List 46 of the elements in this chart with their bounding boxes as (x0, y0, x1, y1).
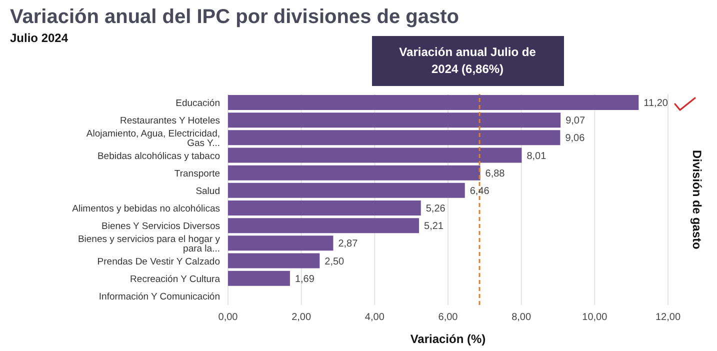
bar (228, 218, 420, 234)
x-tick-label: 10,00 (582, 312, 608, 324)
y-tick-label: Alojamiento, Agua, Electricidad, Gas Y... (86, 128, 220, 150)
y-axis-title: División de gasto (690, 150, 704, 250)
y-tick-label: Prendas De Vestir Y Calzado (97, 256, 220, 268)
x-tick-label: 0,00 (218, 312, 238, 324)
bar (228, 165, 480, 180)
y-tick-label: Salud (196, 186, 220, 198)
bar (228, 270, 290, 286)
data-label: 8,01 (526, 150, 547, 162)
data-label: 2,50 (324, 256, 345, 268)
data-label: 9,07 (566, 116, 586, 127)
y-tick-label: Información Y Comunicación (98, 292, 220, 303)
bar (228, 236, 334, 251)
x-tick-label: 4,00 (364, 312, 385, 324)
bar (228, 148, 522, 163)
text: Julio 2024 (10, 31, 68, 45)
ref-line-label: Variación anual Julio de 2024 (6,86%) (372, 36, 564, 86)
data-label: 6,46 (470, 186, 490, 197)
bar (228, 200, 421, 216)
y-tick-label: Transporte (174, 168, 220, 180)
y-tick-label: Restaurantes Y Hoteles (120, 116, 220, 127)
x-tick-label: 6,00 (438, 312, 458, 324)
data-label: 11,20 (644, 98, 668, 110)
bar (228, 130, 560, 146)
bar (228, 112, 561, 128)
data-label: 5,21 (424, 221, 444, 232)
y-tick-label: Bienes y servicios para el hogar y para la... (78, 234, 220, 255)
y-tick-label: Recreación Y Cultura (130, 274, 221, 285)
bar (228, 253, 320, 268)
data-label: 6,88 (485, 168, 506, 180)
y-tick-label: Bebidas alcohólicas y tabaco (97, 150, 220, 162)
bar (228, 95, 639, 110)
x-tick-label: 2,00 (292, 312, 312, 324)
chart-title: Variación anual del IPC por divisiones de gasto (10, 6, 460, 29)
x-tick-label: 8,00 (512, 312, 532, 324)
data-label: 5,26 (426, 204, 446, 215)
y-tick-label: Bienes Y Servicios Diversos (102, 221, 220, 232)
bar (228, 182, 465, 198)
data-label: 1,69 (294, 274, 315, 285)
x-axis-title: Variación (%) (410, 332, 486, 346)
y-tick-label: Alimentos y bebidas no alcohólicas (72, 204, 220, 215)
x-tick-label: 12,00 (655, 312, 681, 324)
y-tick-label: Educación (176, 98, 220, 110)
data-label: 9,06 (565, 133, 586, 144)
data-label: 2,87 (338, 238, 358, 250)
